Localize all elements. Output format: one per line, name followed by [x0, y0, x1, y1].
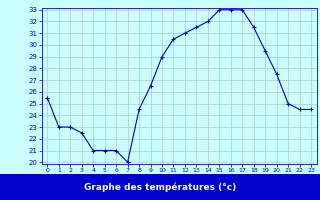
Text: Graphe des températures (°c): Graphe des températures (°c): [84, 182, 236, 192]
